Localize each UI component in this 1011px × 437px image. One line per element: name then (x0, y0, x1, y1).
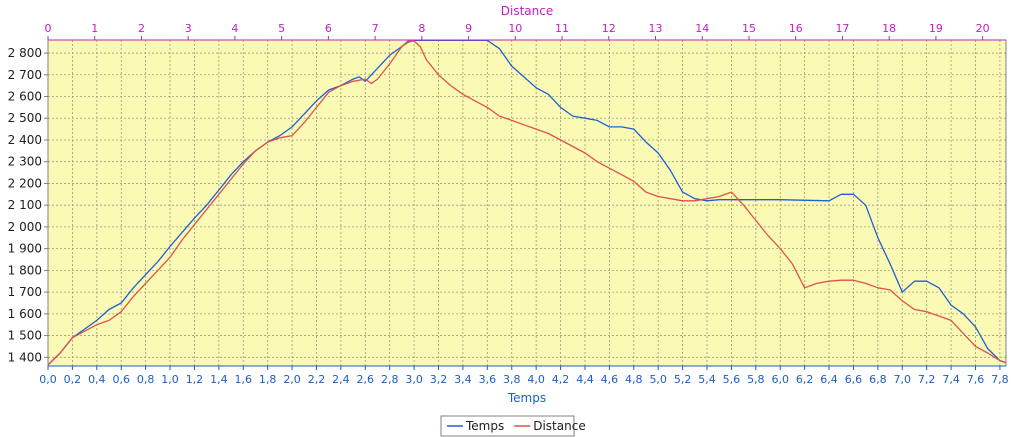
x-tick-label: 1,4 (210, 373, 228, 386)
legend-label-temps: Temps (465, 419, 504, 433)
x-tick-label: 3,0 (405, 373, 423, 386)
y-tick-label: 2 700 (8, 68, 42, 82)
x2-tick-label: 2 (138, 22, 145, 35)
x-tick-label: 0,2 (64, 373, 82, 386)
x-tick-label: 2,4 (332, 373, 350, 386)
x-tick-label: 2,6 (357, 373, 375, 386)
x2-tick-label: 15 (742, 22, 756, 35)
x-tick-label: 5,0 (649, 373, 667, 386)
x2-tick-label: 20 (976, 22, 990, 35)
x-axis-ticks: 0,0 0,2 0,4 0,6 0,8 1,0 1,2 1,4 1,6 1,8 2,0 2,2 2,4 2… (39, 366, 1009, 386)
x2-tick-label: 9 (465, 22, 472, 35)
x-tick-label: 3,6 (479, 373, 497, 386)
y-tick-label: 1 600 (8, 307, 42, 321)
x-tick-label: 7,4 (942, 373, 960, 386)
y-tick-label: 2 400 (8, 133, 42, 147)
x2-tick-label: 14 (695, 22, 709, 35)
x-tick-label: 2,8 (381, 373, 399, 386)
x-tick-label: 3,2 (430, 373, 448, 386)
x-tick-label: 4,8 (625, 373, 643, 386)
x-tick-label: 4,4 (576, 373, 594, 386)
x-tick-label: 5,4 (698, 373, 716, 386)
x-tick-label: 0,0 (39, 373, 57, 386)
x-tick-label: 5,8 (747, 373, 765, 386)
x-tick-label: 2,0 (283, 373, 301, 386)
y-tick-label: 1 700 (8, 285, 42, 299)
y-axis-ticks: 1 400 1 500 1 600 1 700 1 800 1 900 2 000 2 100… (8, 46, 48, 364)
x-tick-label: 5,6 (723, 373, 741, 386)
x2-tick-label: 7 (372, 22, 379, 35)
x2-tick-label: 19 (929, 22, 943, 35)
series-layer (47, 39, 1007, 366)
x2-tick-label: 18 (882, 22, 896, 35)
x2-tick-label: 3 (185, 22, 192, 35)
y-tick-label: 1 500 (8, 329, 42, 343)
x2-tick-label: 16 (789, 22, 803, 35)
x-tick-label: 1,6 (235, 373, 253, 386)
x2-axis-title: Distance (501, 4, 553, 18)
x-tick-label: 1,8 (259, 373, 277, 386)
axes (47, 39, 1007, 367)
x-tick-label: 5,2 (674, 373, 692, 386)
x-tick-label: 7,8 (991, 373, 1009, 386)
x2-tick-label: 13 (649, 22, 663, 35)
x-tick-label: 0,4 (88, 373, 106, 386)
x-tick-label: 7,0 (894, 373, 912, 386)
y-tick-label: 2 000 (8, 220, 42, 234)
x-tick-label: 1,2 (186, 373, 204, 386)
x-tick-label: 3,4 (454, 373, 472, 386)
series-line-temps (47, 39, 1007, 366)
y-tick-label: 1 800 (8, 263, 42, 277)
x2-tick-label: 12 (602, 22, 616, 35)
x-tick-label: 4,2 (552, 373, 570, 386)
y-tick-label: 1 900 (8, 242, 42, 256)
y-tick-label: 2 800 (8, 46, 42, 60)
x-tick-label: 1,0 (161, 373, 179, 386)
x2-tick-label: 0 (45, 22, 52, 35)
x2-tick-label: 5 (278, 22, 285, 35)
y-tick-label: 2 100 (8, 198, 42, 212)
x2-tick-label: 11 (555, 22, 569, 35)
x-tick-label: 0,8 (137, 373, 155, 386)
x-tick-label: 4,0 (527, 373, 545, 386)
series-line-distance (47, 40, 1007, 366)
x-tick-label: 6,0 (771, 373, 789, 386)
y-tick-label: 2 600 (8, 90, 42, 104)
x-tick-label: 6,6 (845, 373, 863, 386)
y-tick-label: 2 300 (8, 155, 42, 169)
x-tick-label: 3,8 (503, 373, 521, 386)
x-tick-label: 7,6 (967, 373, 985, 386)
x2-tick-label: 17 (835, 22, 849, 35)
x-tick-label: 4,6 (601, 373, 619, 386)
y-tick-label: 1 400 (8, 350, 42, 364)
x2-tick-label: 1 (91, 22, 98, 35)
x-tick-label: 0,6 (112, 373, 130, 386)
x-tick-label: 7,2 (918, 373, 936, 386)
x2-tick-label: 8 (418, 22, 425, 35)
x-axis-title: Temps (507, 391, 546, 405)
legend: Temps Distance (440, 415, 586, 437)
x-tick-label: 2,2 (308, 373, 326, 386)
x-tick-label: 6,2 (796, 373, 814, 386)
y-tick-label: 2 200 (8, 176, 42, 190)
x-tick-label: 6,8 (869, 373, 887, 386)
x2-tick-label: 4 (231, 22, 238, 35)
y-tick-label: 2 500 (8, 111, 42, 125)
x2-axis-ticks: 0 1 2 3 4 5 6 7 8 9 10 11 12 13 14 15 16 17 18 19 20 (45, 22, 990, 40)
legend-box (440, 415, 575, 437)
x2-tick-label: 6 (325, 22, 332, 35)
x-tick-label: 6,4 (820, 373, 838, 386)
x2-tick-label: 10 (508, 22, 522, 35)
legend-label-distance: Distance (533, 419, 585, 433)
